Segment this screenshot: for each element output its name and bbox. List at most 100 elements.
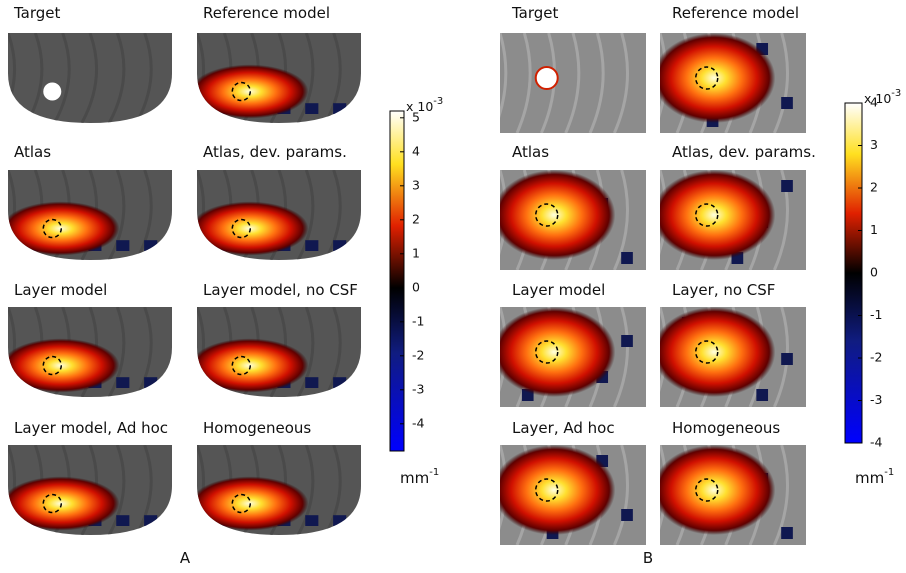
tick-label: -3 [870,392,882,407]
image-panel [653,33,806,133]
panel-label: B [643,549,653,567]
heat-blob [653,33,776,123]
heat-blob [190,65,308,119]
image-panel [0,33,172,123]
heat-blob [653,170,776,260]
image-panel [0,170,172,260]
heat-blob [190,339,308,393]
tick-label: -3 [412,381,424,396]
negative-patch [144,515,157,526]
heat-blob [653,307,776,397]
unit: mm [400,469,429,487]
image-panel [653,445,806,545]
negative-patch [781,180,793,192]
image-panel [493,445,646,545]
heat-blob [190,477,308,531]
colorbar [390,111,404,451]
image-panel [189,445,361,535]
exponent-base: x 10 [406,99,433,114]
image-title: Layer, no CSF [672,281,775,299]
exponent-label: x 10-3 [406,96,443,114]
unit: mm [855,469,884,487]
heat-blob [1,202,119,256]
negative-patch [144,377,157,388]
unit-exponent: -1 [884,467,894,478]
negative-patch [333,240,346,251]
negative-patch [333,103,346,114]
figure: A Target Reference model Atlas Atlas, dev. p… [0,0,906,573]
negative-patch [781,527,793,539]
exponent: -3 [433,96,443,107]
exponent-base: x 10 [864,91,891,106]
image-title: Homogeneous [672,419,780,437]
tick-label: -1 [412,313,424,328]
unit-exponent: -1 [429,467,439,478]
tick-label: 1 [412,245,420,260]
heat-blob [493,307,616,397]
negative-patch [116,240,129,251]
tick-label: -4 [412,415,425,430]
target [536,67,558,89]
heat-blob [1,477,119,531]
image-panel [653,170,806,270]
image-panel [0,307,172,397]
unit-label: mm-1 [855,467,894,487]
negative-patch [305,240,318,251]
negative-patch [144,240,157,251]
image-panel [189,307,361,397]
image-panel [493,170,646,270]
image-panel [653,307,806,407]
negative-patch [621,252,633,264]
tick-label: 1 [870,222,878,237]
tick-label: -2 [412,347,424,362]
heat-blob [1,339,119,393]
exponent-label: x 10-3 [864,88,901,106]
negative-patch [781,97,793,109]
image-title: Layer, Ad hoc [512,419,615,437]
image-title: Reference model [672,4,799,22]
heat-blob [493,445,616,535]
image-title: Target [13,4,61,22]
heat-blob [493,170,616,260]
heat-blob [190,202,308,256]
negative-patch [305,515,318,526]
tick-label: 4 [412,143,420,158]
tick-label: -4 [870,435,883,450]
image-title: Target [511,4,559,22]
image-title: Layer model, no CSF [203,281,358,299]
negative-patch [756,389,768,401]
target [43,83,61,101]
exponent: -3 [891,88,901,99]
tick-label: 3 [870,137,878,152]
tick-label: -1 [870,307,882,322]
image-title: Reference model [203,4,330,22]
image-title: Atlas [512,143,549,161]
heat-blob [653,445,776,535]
negative-patch [305,377,318,388]
image-title: Layer model, Ad hoc [14,419,168,437]
tick-label: 0 [412,279,420,294]
negative-patch [781,353,793,365]
tick-label: -2 [870,350,882,365]
image-panel [189,33,361,123]
negative-patch [305,103,318,114]
image-panel [493,33,646,133]
negative-patch [333,515,346,526]
tick-label: 2 [870,180,878,195]
tick-label: 2 [412,211,420,226]
image-title: Atlas [14,143,51,161]
image-title: Layer model [14,281,107,299]
image-title: Homogeneous [203,419,311,437]
image-panel [189,170,361,260]
tick-label: 0 [870,265,878,280]
negative-patch [116,515,129,526]
image-panel [493,307,646,407]
image-title: Layer model [512,281,605,299]
image-panel [0,445,172,535]
negative-patch [116,377,129,388]
tick-label: 3 [412,177,420,192]
image-title: Atlas, dev. params. [203,143,347,161]
panel-label: A [180,549,191,567]
image-title: Atlas, dev. params. [672,143,816,161]
negative-patch [621,335,633,347]
